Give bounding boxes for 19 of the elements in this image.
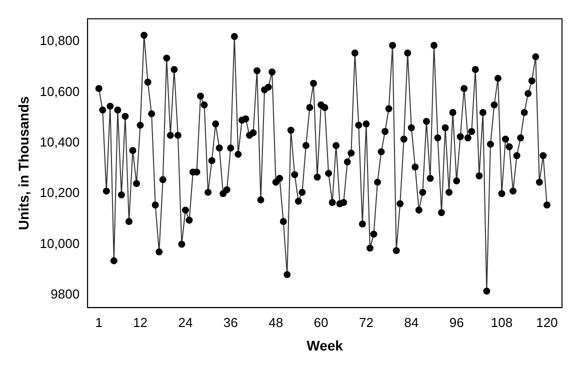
- y-tick-label: 10,200: [40, 185, 80, 200]
- x-tick-label: 108: [490, 314, 513, 330]
- x-tick-label: 12: [133, 314, 148, 330]
- y-tick-label: 9800: [50, 286, 80, 302]
- x-axis-title: Week: [306, 337, 344, 354]
- y-axis-title: Units, in Thousands: [15, 96, 32, 230]
- y-tick-label: 10,600: [40, 84, 80, 99]
- x-tick-label: 96: [449, 314, 464, 330]
- y-tick-label: 10,800: [40, 33, 80, 48]
- x-tick-label: 36: [223, 314, 238, 330]
- x-tick-label: 48: [268, 314, 284, 330]
- x-tick-label: 60: [314, 314, 328, 330]
- x-tick-label: 24: [178, 314, 193, 330]
- y-tick-label: 10,400: [40, 134, 80, 150]
- x-tick-label: 72: [358, 314, 374, 330]
- x-tick-label: 1: [95, 314, 102, 330]
- x-tick-label: 84: [404, 314, 419, 330]
- x-tick-label: 120: [536, 314, 558, 330]
- y-tick-label: 10,000: [40, 236, 80, 251]
